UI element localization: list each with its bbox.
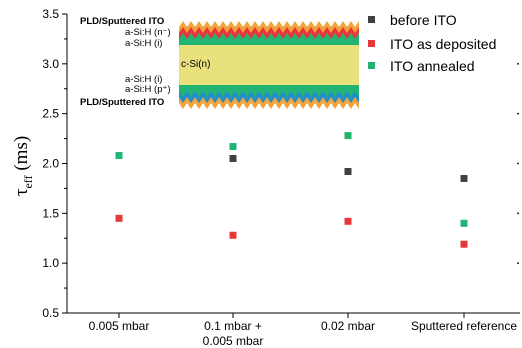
data-point [229,143,237,151]
y-axis-label-sub: eff [21,175,35,188]
data-point [460,240,468,248]
data-point [344,132,352,140]
data-point [344,217,352,225]
legend-label: ITO annealed [390,58,475,74]
y-axis-label: τeff (ms) [11,136,35,196]
data-points [115,132,468,248]
device-stack-inset: PLD/Sputtered ITO a-Si:H (n⁻) a-Si:H (i)… [80,16,359,109]
right-axis-dot [517,262,519,265]
x-ticks: 0.005 mbar 0.1 mbar +0.005 mbar 0.02 mbar S… [89,313,517,348]
legend: before ITO ITO as deposited ITO annealed [368,12,496,74]
c-si-layer [179,42,359,86]
x-tick-label: 0.005 mbar [89,319,150,333]
legend-label: before ITO [390,12,457,28]
x-tick-label: Sputtered reference [411,319,517,333]
right-axis-dot [517,162,519,165]
data-point [229,155,237,163]
y-tick-label: 2.0 [42,157,59,171]
y-tick-label: 3.5 [42,7,59,21]
bottom-layer-waves [179,85,359,109]
y-axis-label-main: τ [11,188,32,196]
inset-bottom-label: PLD/Sputtered ITO [80,97,164,108]
data-point [115,214,123,222]
x-tick-label: 0.02 mbar [321,319,375,333]
legend-marker [368,16,375,23]
y-tick-label: 0.5 [42,306,59,320]
inset-core-label: c-Si(n) [181,59,210,70]
y-tick-label: 2.5 [42,107,59,121]
top-layer-waves [179,21,359,45]
y-axis-label-unit: (ms) [11,136,32,176]
inset-n-layer-label: a-Si:H (n⁻) [125,27,171,38]
y-tick-label: 3.0 [42,57,59,71]
legend-marker [368,62,375,69]
inset-i-top-label: a-Si:H (i) [125,38,162,49]
data-point [460,219,468,227]
legend-marker [368,40,375,47]
data-point [460,174,468,182]
y-tick-label: 1.5 [42,206,59,220]
layer-wave [179,85,359,97]
inset-top-label: PLD/Sputtered ITO [80,16,164,27]
data-point [115,152,123,160]
y-tick-label: 1.0 [42,256,59,270]
data-point [344,167,352,175]
inset-i-bottom-label: a-Si:H (i) [125,74,162,85]
y-ticks: 0.5 1.0 1.5 2.0 2.5 3.0 3.5 [42,7,67,320]
legend-label: ITO as deposited [390,36,496,52]
inset-p-layer-label: a-Si:H (p⁺) [125,84,171,95]
right-axis-dot [517,112,519,115]
right-axis-dot [517,212,519,215]
data-point [229,231,237,239]
x-tick-label: 0.1 mbar +0.005 mbar [203,319,264,348]
layer-wave [179,33,359,45]
right-axis-dots [517,62,519,265]
right-axis-dot [517,62,519,65]
